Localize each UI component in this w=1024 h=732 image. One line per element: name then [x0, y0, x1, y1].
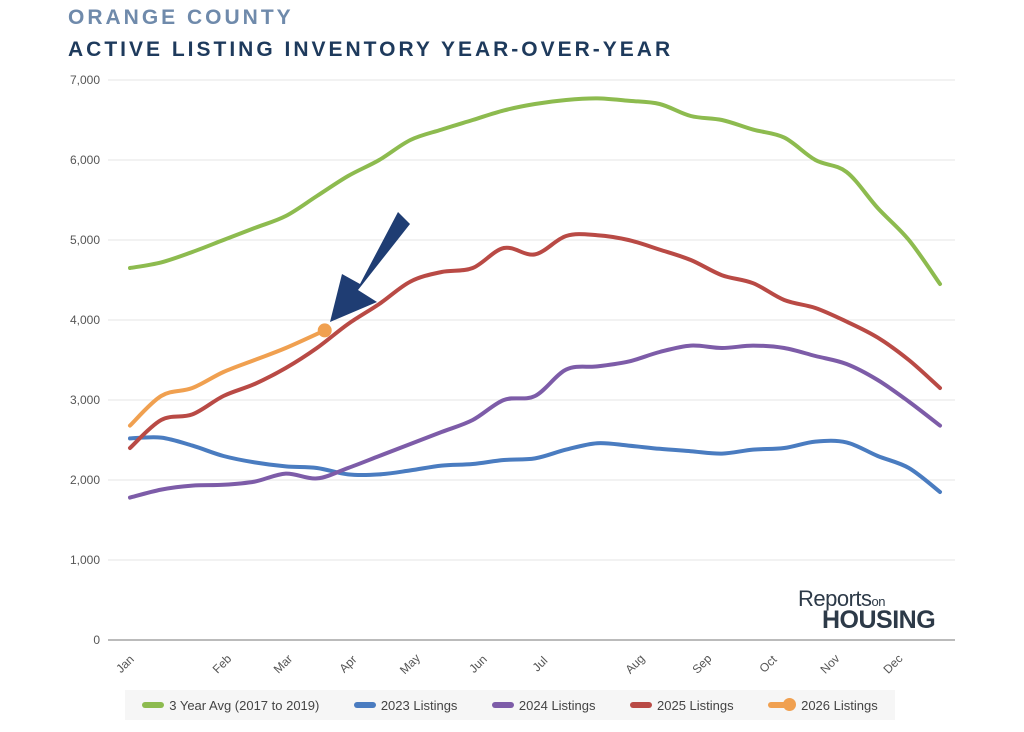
legend-label: 2025 Listings	[657, 697, 734, 713]
legend-swatch	[630, 702, 652, 708]
x-tick-label: Jan	[113, 652, 137, 676]
x-tick-label: Apr	[336, 652, 359, 675]
x-tick-label: Aug	[622, 651, 647, 676]
reports-on-housing-logo: Reportson HOUSING	[798, 586, 936, 635]
x-tick-label: Mar	[271, 652, 296, 677]
y-tick-label: 0	[93, 633, 100, 647]
x-tick-label: Jun	[466, 652, 490, 676]
chart-supertitle: ORANGE COUNTY	[68, 6, 294, 29]
y-tick-label: 4,000	[70, 313, 100, 327]
chart-title: ACTIVE LISTING INVENTORY YEAR-OVER-YEAR	[68, 38, 674, 61]
y-tick-label: 7,000	[70, 73, 100, 87]
x-tick-label: May	[397, 651, 423, 677]
annotation-arrow	[330, 212, 410, 322]
series-line-2026-listings	[128, 328, 327, 428]
legend-label: 2023 Listings	[380, 697, 458, 713]
legend-swatch	[768, 698, 797, 711]
series-line-2025-listings	[128, 232, 942, 450]
legend-label: 3 Year Avg (2017 to 2019)	[169, 697, 320, 713]
latest-value-marker	[317, 323, 332, 338]
series-line-2024-listings	[128, 343, 942, 500]
logo-reports: Reports	[798, 586, 872, 611]
y-tick-label: 2,000	[70, 473, 100, 487]
series-line-2023-listings	[128, 435, 942, 494]
legend-item: 2026 Listings	[768, 698, 878, 713]
series-line-3-year-avg-2017-to-2019-	[128, 96, 942, 286]
x-tick-label: Nov	[818, 652, 843, 677]
x-tick-label: Oct	[756, 652, 780, 676]
legend-swatch	[353, 702, 376, 708]
legend-item: 3 Year Avg (2017 to 2019)	[142, 698, 319, 713]
logo-housing: HOUSING	[822, 606, 936, 634]
x-tick-label: Feb	[210, 652, 235, 677]
legend-item: 2023 Listings	[353, 697, 458, 713]
y-tick-label: 6,000	[70, 153, 100, 167]
chart-legend: 3 Year Avg (2017 to 2019) 2023 Listings 20…	[125, 690, 895, 720]
legend-label: 2024 Listings	[518, 697, 596, 713]
x-tick-label: Dec	[881, 652, 906, 677]
y-tick-label: 5,000	[70, 233, 100, 247]
y-tick-label: 3,000	[70, 393, 100, 407]
legend-item: 2025 Listings	[630, 698, 734, 713]
legend-item: 2024 Listings	[491, 697, 596, 713]
x-tick-label: Jul	[530, 654, 551, 675]
legend-label: 2026 Listings	[801, 697, 878, 713]
logo-on: on	[871, 594, 886, 609]
x-tick-label: Sep	[689, 651, 714, 676]
y-tick-label: 1,000	[70, 553, 100, 567]
legend-swatch	[142, 702, 165, 708]
legend-swatch	[491, 702, 514, 708]
